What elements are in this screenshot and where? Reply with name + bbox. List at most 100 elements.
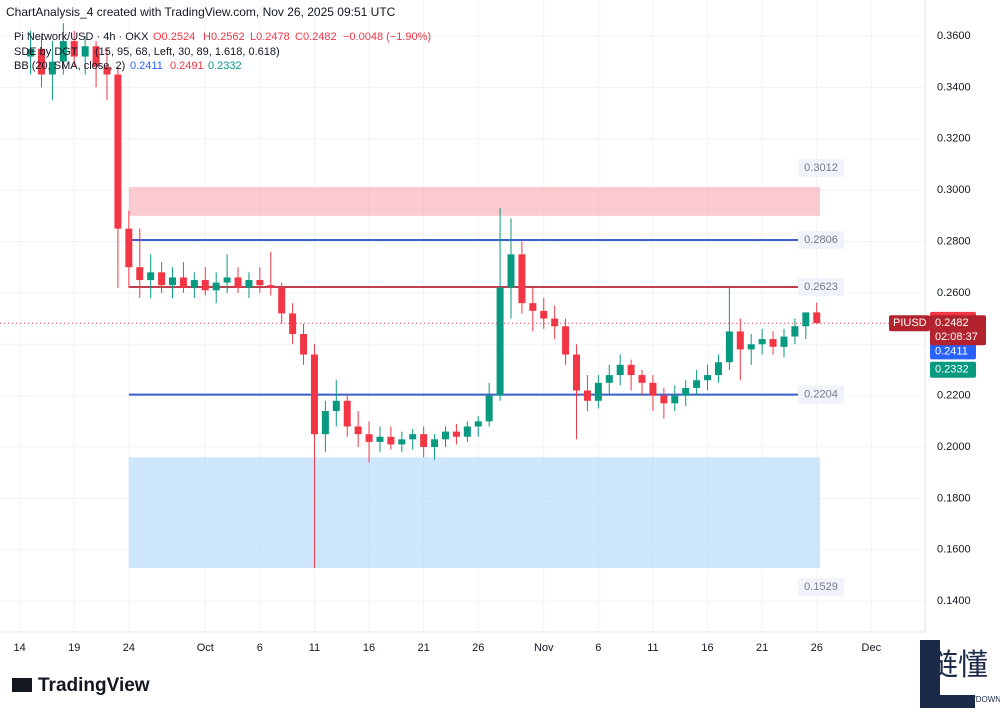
candle-body <box>562 326 570 355</box>
candle-body <box>605 375 613 383</box>
candle-body <box>594 382 602 401</box>
symbol-tag <box>889 315 930 332</box>
price-tag-label: 0.2411 <box>935 345 968 357</box>
x-tick-label: 24 <box>123 642 135 654</box>
x-tick-label: 21 <box>756 642 768 654</box>
level-label: 0.2623 <box>804 281 838 293</box>
candle-body <box>147 272 155 281</box>
candle-body <box>583 390 591 401</box>
zone-tag <box>798 159 844 178</box>
y-tick-label: 0.3600 <box>937 30 971 42</box>
change: −0.0048 (−1.90%) <box>343 31 431 43</box>
last-price-label: 0.2482 <box>935 317 969 329</box>
x-tick-label: 16 <box>363 642 375 654</box>
candle-body <box>616 364 624 376</box>
y-tick-label: 0.1800 <box>937 492 971 504</box>
candle-body <box>780 336 788 347</box>
level-tag <box>798 277 844 296</box>
x-tick-label: 14 <box>14 642 26 654</box>
candle-body <box>37 48 45 75</box>
price-tag-label: 0.2332 <box>935 364 969 376</box>
candle-body <box>125 228 133 268</box>
candle-body <box>190 280 198 288</box>
candle-body <box>409 434 417 440</box>
x-tick-label: 26 <box>811 642 823 654</box>
y-tick-label: 0.2800 <box>937 235 971 247</box>
candle-body <box>365 434 373 442</box>
y-tick-label: 0.3400 <box>937 81 971 93</box>
candle-body <box>747 344 755 350</box>
candle-body <box>704 375 712 381</box>
candle-body <box>376 436 384 442</box>
candle-body <box>48 61 56 75</box>
low: L0.2478 <box>250 31 290 43</box>
level-label: 0.2806 <box>804 234 838 246</box>
candle-body <box>441 431 449 440</box>
candle-body <box>179 277 187 288</box>
x-tick-label: Oct <box>197 642 214 654</box>
watermark-sub: NEATDOWN.COM <box>955 695 1000 704</box>
candle-body <box>278 287 286 314</box>
watermark: 链懂 <box>928 649 988 682</box>
candle-body <box>158 272 166 286</box>
open: O0.2524 <box>153 31 195 43</box>
candle-body <box>431 439 439 448</box>
close: C0.2482 <box>295 31 337 43</box>
candle-body <box>343 400 351 427</box>
y-tick-label: 0.3200 <box>937 133 971 145</box>
zone <box>128 187 821 216</box>
x-tick-label: 19 <box>68 642 80 654</box>
candle-body <box>59 41 67 62</box>
candle-body <box>507 254 515 288</box>
x-tick-label: 6 <box>595 642 601 654</box>
candle-body <box>300 333 308 355</box>
candle-body <box>223 277 231 283</box>
zone-label: 0.1529 <box>804 581 838 593</box>
x-tick-label: Nov <box>534 642 554 654</box>
price-tag <box>930 343 976 360</box>
candle-body <box>791 326 799 337</box>
candle-body <box>714 362 722 376</box>
candle-body <box>649 382 657 396</box>
candle-body <box>725 331 733 363</box>
indicator-params: (15, 95, 68, Left, 30, 89, 1.618, 0.618) <box>95 46 280 58</box>
symbol: Pi Network/USD · 4h · OKX <box>14 31 149 43</box>
candle-body <box>310 354 318 435</box>
candle-body <box>420 434 428 448</box>
bb-upper: 0.2491 <box>170 60 204 72</box>
y-tick-label: 0.1600 <box>937 544 971 556</box>
level-tag <box>798 385 844 404</box>
x-tick-label: 21 <box>418 642 430 654</box>
countdown: 02:08:37 <box>935 331 978 343</box>
candle-body <box>169 277 177 286</box>
candle-body <box>693 380 701 388</box>
y-tick-label: 0.1400 <box>937 595 971 607</box>
candle-body <box>496 287 504 396</box>
x-tick-label: 11 <box>309 642 320 654</box>
candle-body <box>736 331 744 350</box>
candle-body <box>758 339 766 345</box>
candle-body <box>463 426 471 437</box>
price-tag <box>930 361 976 378</box>
candle-body <box>234 277 242 288</box>
y-tick-label: 0.2200 <box>937 390 971 402</box>
candle-body <box>660 395 668 404</box>
candle-body <box>573 354 581 391</box>
candle-body <box>474 421 482 427</box>
logo: TradingView <box>38 675 150 696</box>
x-tick-label: 6 <box>257 642 263 654</box>
zone <box>128 457 821 569</box>
x-tick-label: Dec <box>862 642 882 654</box>
last-price-tag <box>930 315 986 346</box>
candle-body <box>201 280 209 291</box>
y-tick-label: 0.2000 <box>937 441 971 453</box>
candle-body <box>452 431 460 437</box>
candle-body <box>682 387 690 396</box>
candle-body <box>27 48 35 57</box>
candle-body <box>802 312 810 327</box>
candle-body <box>398 439 406 445</box>
candle-body <box>70 41 78 57</box>
candle-body <box>267 285 275 288</box>
candle-body <box>540 310 548 319</box>
